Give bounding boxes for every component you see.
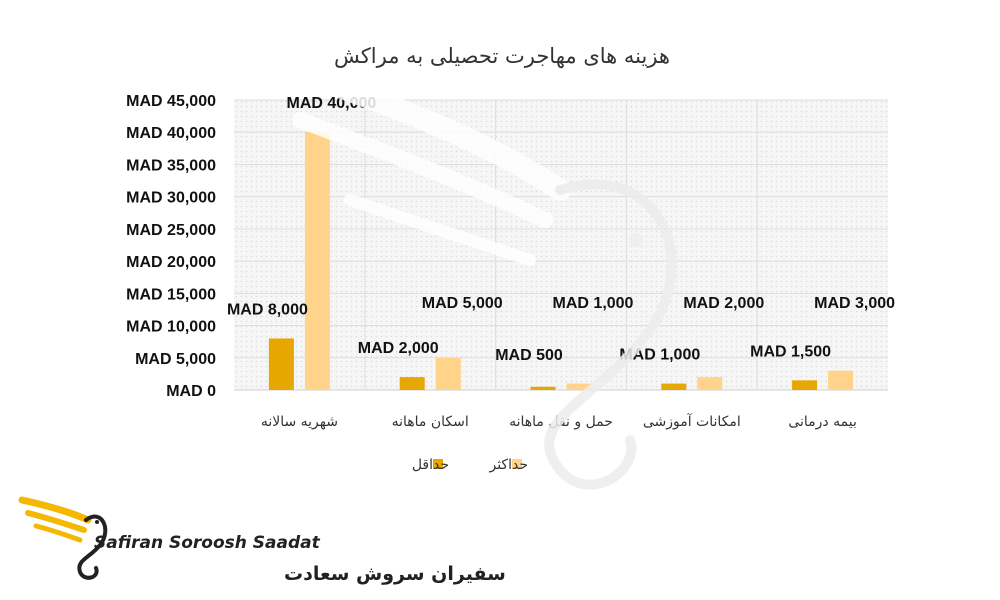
y-tick-label: MAD 35,000 <box>126 157 216 174</box>
y-tick-label: MAD 5,000 <box>135 351 216 368</box>
brand-name-en: Safiran Soroosh Saadat <box>94 533 321 553</box>
data-label: MAD 5,000 <box>422 295 503 312</box>
y-tick-label: MAD 0 <box>166 383 216 400</box>
brand-logo: Safiran Soroosh Saadat سفیران سروش سعادت <box>18 496 506 585</box>
x-axis-ticks: شهریه سالانه اسکان ماهانه حمل و نقل ماهانه… <box>261 413 857 430</box>
y-tick-label: MAD 10,000 <box>126 319 216 336</box>
x-tick-label: امکانات آموزشی <box>643 413 741 430</box>
data-label: MAD 1,000 <box>553 295 634 312</box>
bar-max <box>435 357 461 390</box>
bar-max <box>304 132 330 390</box>
bar-min <box>530 386 556 390</box>
swan-watermark <box>254 49 677 490</box>
x-tick-label: اسکان ماهانه <box>392 414 469 430</box>
plot-area <box>234 100 888 390</box>
legend-label-max: حداکثر <box>488 457 528 473</box>
data-label: MAD 1,500 <box>750 343 831 360</box>
data-label: MAD 2,000 <box>683 295 764 312</box>
legend: حداقل حداکثر <box>412 457 528 473</box>
chart-title: هزینه های مهاجرت تحصیلی به مراکش <box>334 44 670 68</box>
legend-label-min: حداقل <box>412 457 449 473</box>
y-tick-label: MAD 20,000 <box>126 254 216 271</box>
y-tick-label: MAD 45,000 <box>126 93 216 110</box>
data-label: MAD 500 <box>495 347 563 364</box>
bar-max <box>566 383 592 390</box>
bar-min <box>399 377 425 390</box>
y-tick-label: MAD 30,000 <box>126 190 216 207</box>
data-label: MAD 8,000 <box>227 301 308 318</box>
swan-wing-logo-icon <box>18 496 108 580</box>
y-tick-label: MAD 15,000 <box>126 286 216 303</box>
x-tick-label: شهریه سالانه <box>261 414 338 430</box>
x-tick-label: بیمه درمانی <box>788 414 857 430</box>
bars <box>268 132 854 390</box>
bar-min <box>661 383 687 390</box>
bar-max <box>828 370 854 390</box>
bar-max <box>697 377 723 390</box>
y-axis-ticks: MAD 0 MAD 5,000 MAD 10,000 MAD 15,000 MAD 20… <box>126 93 216 400</box>
legend-swatch-min <box>433 459 443 469</box>
bar-min <box>792 380 818 390</box>
y-tick-label: MAD 40,000 <box>126 125 216 142</box>
brand-name-fa: سفیران سروش سعادت <box>284 563 506 585</box>
bar-min <box>268 338 294 390</box>
data-label: MAD 2,000 <box>358 340 439 357</box>
legend-swatch-max <box>512 459 522 469</box>
y-tick-label: MAD 25,000 <box>126 222 216 239</box>
data-label: MAD 3,000 <box>814 295 895 312</box>
